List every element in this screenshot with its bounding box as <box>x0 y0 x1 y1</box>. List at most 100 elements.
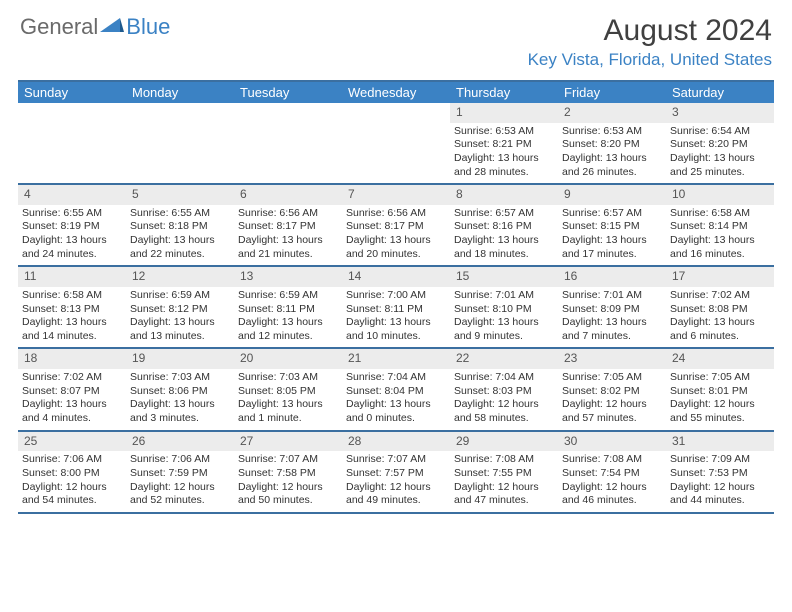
calendar-cell: 30Sunrise: 7:08 AMSunset: 7:54 PMDayligh… <box>558 432 666 512</box>
day-header: Thursday <box>450 82 558 103</box>
sunset-text: Sunset: 8:15 PM <box>562 220 662 234</box>
calendar-cell: 6Sunrise: 6:56 AMSunset: 8:17 PMDaylight… <box>234 185 342 265</box>
logo-triangle-icon <box>100 14 124 40</box>
sunrise-text: Sunrise: 6:58 AM <box>22 289 122 303</box>
sunset-text: Sunset: 7:59 PM <box>130 467 230 481</box>
day-number: 27 <box>234 432 342 452</box>
sunrise-text: Sunrise: 7:01 AM <box>454 289 554 303</box>
day-header: Friday <box>558 82 666 103</box>
calendar-cell-empty <box>234 103 342 183</box>
day-number: 7 <box>342 185 450 205</box>
daylight-text: Daylight: 13 hours and 16 minutes. <box>670 234 770 261</box>
day-header: Saturday <box>666 82 774 103</box>
day-number: 23 <box>558 349 666 369</box>
day-info: Sunrise: 7:02 AMSunset: 8:08 PMDaylight:… <box>666 289 774 344</box>
daylight-text: Daylight: 12 hours and 47 minutes. <box>454 481 554 508</box>
sunrise-text: Sunrise: 7:05 AM <box>562 371 662 385</box>
day-info: Sunrise: 7:00 AMSunset: 8:11 PMDaylight:… <box>342 289 450 344</box>
day-number: 24 <box>666 349 774 369</box>
sunset-text: Sunset: 8:09 PM <box>562 303 662 317</box>
sunset-text: Sunset: 7:57 PM <box>346 467 446 481</box>
sunrise-text: Sunrise: 6:59 AM <box>130 289 230 303</box>
day-number: 17 <box>666 267 774 287</box>
weeks-container: 1Sunrise: 6:53 AMSunset: 8:21 PMDaylight… <box>18 103 774 514</box>
day-info: Sunrise: 6:56 AMSunset: 8:17 PMDaylight:… <box>234 207 342 262</box>
daylight-text: Daylight: 13 hours and 10 minutes. <box>346 316 446 343</box>
day-info: Sunrise: 7:05 AMSunset: 8:01 PMDaylight:… <box>666 371 774 426</box>
sunset-text: Sunset: 8:19 PM <box>22 220 122 234</box>
daylight-text: Daylight: 12 hours and 55 minutes. <box>670 398 770 425</box>
day-info: Sunrise: 7:09 AMSunset: 7:53 PMDaylight:… <box>666 453 774 508</box>
calendar-cell-empty <box>18 103 126 183</box>
sunrise-text: Sunrise: 7:09 AM <box>670 453 770 467</box>
sunrise-text: Sunrise: 7:07 AM <box>238 453 338 467</box>
daylight-text: Daylight: 13 hours and 13 minutes. <box>130 316 230 343</box>
week-row: 18Sunrise: 7:02 AMSunset: 8:07 PMDayligh… <box>18 349 774 431</box>
daylight-text: Daylight: 13 hours and 12 minutes. <box>238 316 338 343</box>
week-row: 25Sunrise: 7:06 AMSunset: 8:00 PMDayligh… <box>18 432 774 514</box>
day-number: 11 <box>18 267 126 287</box>
daylight-text: Daylight: 13 hours and 1 minute. <box>238 398 338 425</box>
calendar-cell: 24Sunrise: 7:05 AMSunset: 8:01 PMDayligh… <box>666 349 774 429</box>
sunrise-text: Sunrise: 7:06 AM <box>130 453 230 467</box>
daylight-text: Daylight: 13 hours and 21 minutes. <box>238 234 338 261</box>
day-number: 8 <box>450 185 558 205</box>
day-number: 21 <box>342 349 450 369</box>
calendar-cell: 16Sunrise: 7:01 AMSunset: 8:09 PMDayligh… <box>558 267 666 347</box>
sunrise-text: Sunrise: 7:04 AM <box>454 371 554 385</box>
week-row: 4Sunrise: 6:55 AMSunset: 8:19 PMDaylight… <box>18 185 774 267</box>
day-number: 26 <box>126 432 234 452</box>
sunrise-text: Sunrise: 6:53 AM <box>454 125 554 139</box>
calendar-cell-empty <box>342 103 450 183</box>
day-number: 14 <box>342 267 450 287</box>
sunset-text: Sunset: 8:06 PM <box>130 385 230 399</box>
sunset-text: Sunset: 8:18 PM <box>130 220 230 234</box>
month-title: August 2024 <box>528 14 772 48</box>
sunset-text: Sunset: 8:04 PM <box>346 385 446 399</box>
day-number: 10 <box>666 185 774 205</box>
daylight-text: Daylight: 13 hours and 26 minutes. <box>562 152 662 179</box>
day-number: 6 <box>234 185 342 205</box>
day-info: Sunrise: 6:55 AMSunset: 8:18 PMDaylight:… <box>126 207 234 262</box>
sunrise-text: Sunrise: 6:57 AM <box>454 207 554 221</box>
day-number: 19 <box>126 349 234 369</box>
day-number: 16 <box>558 267 666 287</box>
location-text: Key Vista, Florida, United States <box>528 50 772 70</box>
logo: General Blue <box>20 14 170 40</box>
header: General Blue August 2024 Key Vista, Flor… <box>0 0 792 74</box>
calendar-cell: 22Sunrise: 7:04 AMSunset: 8:03 PMDayligh… <box>450 349 558 429</box>
daylight-text: Daylight: 13 hours and 20 minutes. <box>346 234 446 261</box>
day-header: Tuesday <box>234 82 342 103</box>
day-info: Sunrise: 7:08 AMSunset: 7:54 PMDaylight:… <box>558 453 666 508</box>
day-number: 3 <box>666 103 774 123</box>
sunset-text: Sunset: 7:58 PM <box>238 467 338 481</box>
sunset-text: Sunset: 7:53 PM <box>670 467 770 481</box>
sunset-text: Sunset: 7:54 PM <box>562 467 662 481</box>
daylight-text: Daylight: 12 hours and 44 minutes. <box>670 481 770 508</box>
daylight-text: Daylight: 13 hours and 28 minutes. <box>454 152 554 179</box>
daylight-text: Daylight: 12 hours and 54 minutes. <box>22 481 122 508</box>
calendar-cell: 23Sunrise: 7:05 AMSunset: 8:02 PMDayligh… <box>558 349 666 429</box>
sunset-text: Sunset: 8:01 PM <box>670 385 770 399</box>
sunrise-text: Sunrise: 6:55 AM <box>130 207 230 221</box>
calendar-cell: 29Sunrise: 7:08 AMSunset: 7:55 PMDayligh… <box>450 432 558 512</box>
day-info: Sunrise: 7:03 AMSunset: 8:05 PMDaylight:… <box>234 371 342 426</box>
day-number: 15 <box>450 267 558 287</box>
day-number: 1 <box>450 103 558 123</box>
day-header: Sunday <box>18 82 126 103</box>
logo-text-blue: Blue <box>126 14 170 40</box>
day-info: Sunrise: 7:07 AMSunset: 7:58 PMDaylight:… <box>234 453 342 508</box>
daylight-text: Daylight: 12 hours and 58 minutes. <box>454 398 554 425</box>
sunrise-text: Sunrise: 6:56 AM <box>346 207 446 221</box>
day-number: 29 <box>450 432 558 452</box>
sunset-text: Sunset: 8:00 PM <box>22 467 122 481</box>
daylight-text: Daylight: 12 hours and 52 minutes. <box>130 481 230 508</box>
daylight-text: Daylight: 13 hours and 25 minutes. <box>670 152 770 179</box>
sunrise-text: Sunrise: 7:02 AM <box>22 371 122 385</box>
calendar-cell: 8Sunrise: 6:57 AMSunset: 8:16 PMDaylight… <box>450 185 558 265</box>
sunset-text: Sunset: 8:07 PM <box>22 385 122 399</box>
calendar-cell: 13Sunrise: 6:59 AMSunset: 8:11 PMDayligh… <box>234 267 342 347</box>
day-info: Sunrise: 6:59 AMSunset: 8:11 PMDaylight:… <box>234 289 342 344</box>
calendar-cell: 18Sunrise: 7:02 AMSunset: 8:07 PMDayligh… <box>18 349 126 429</box>
sunrise-text: Sunrise: 6:53 AM <box>562 125 662 139</box>
